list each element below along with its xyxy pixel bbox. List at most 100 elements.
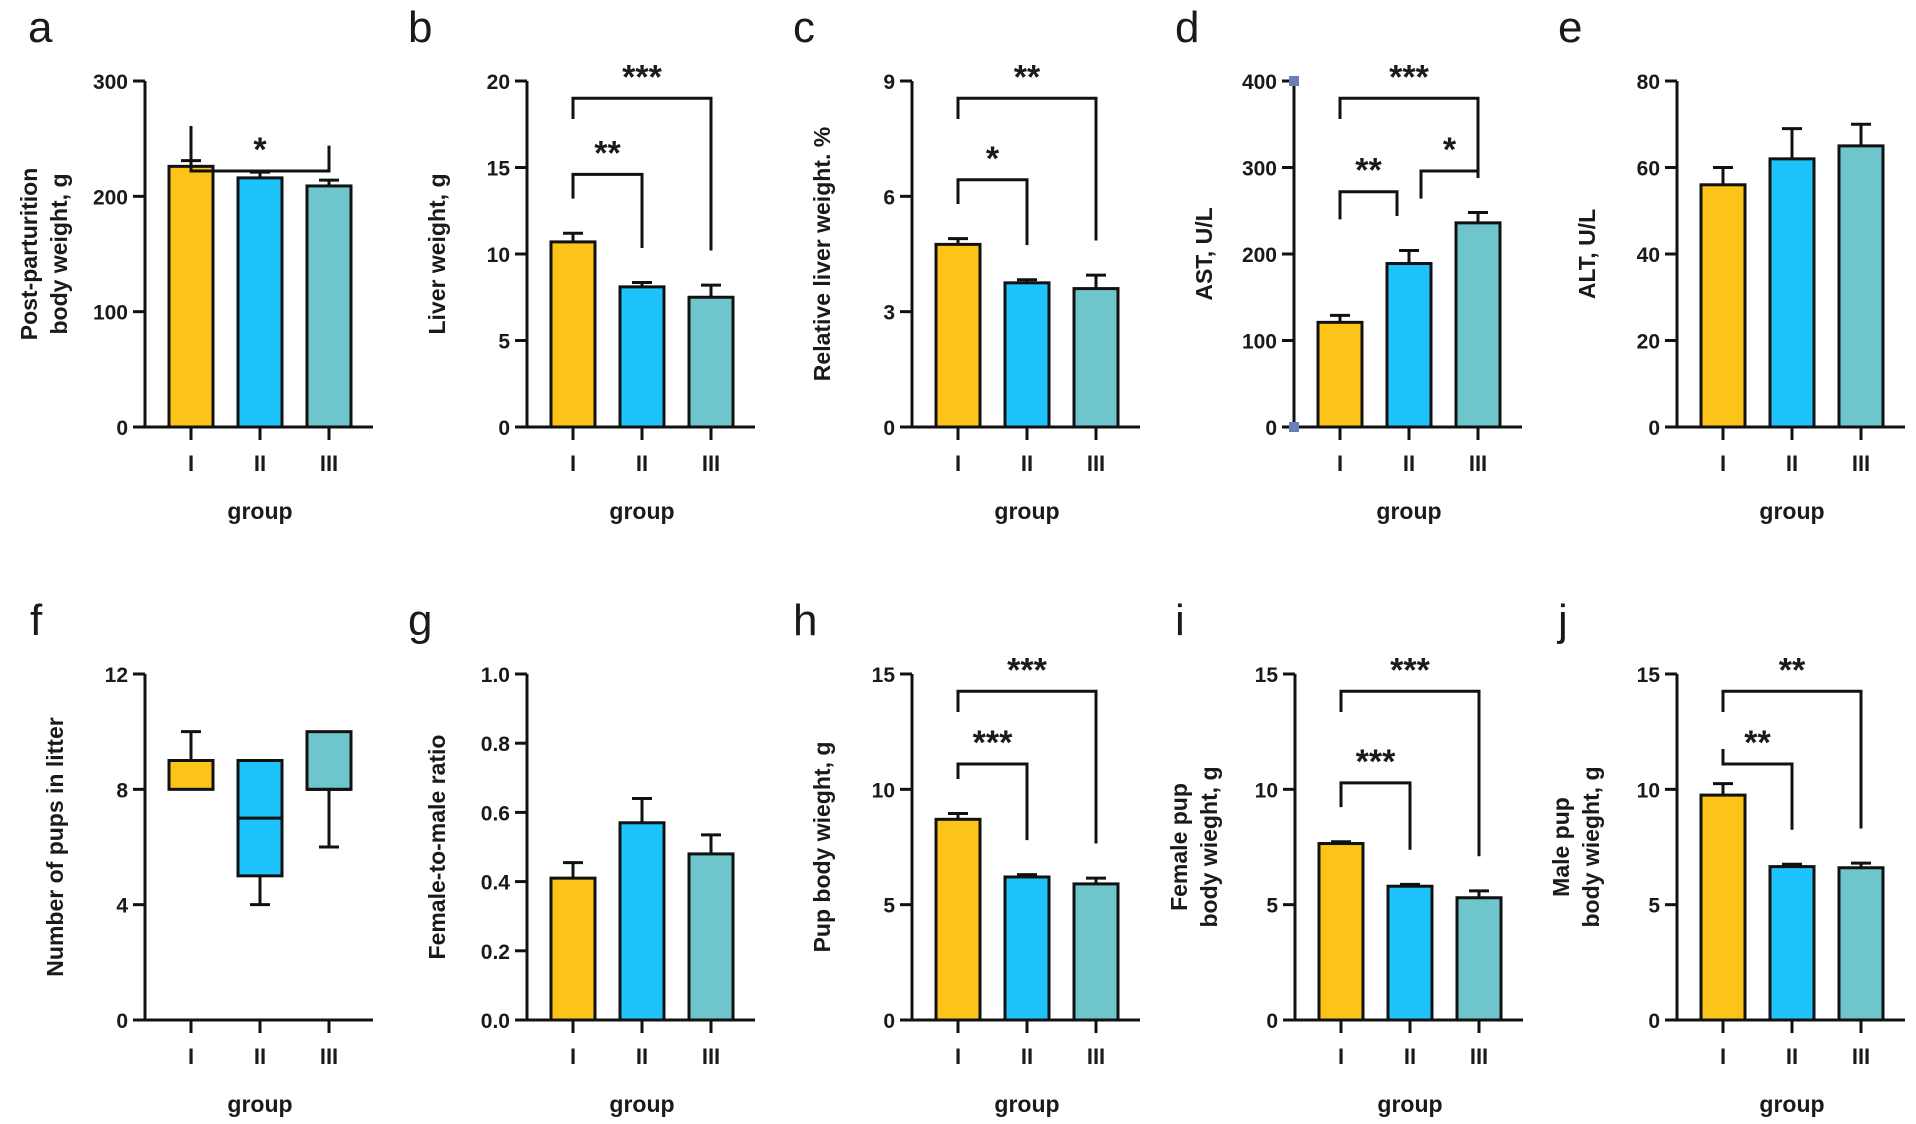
y-axis-title: ALT, U/L [1574, 209, 1600, 299]
bar-group-I [167, 164, 215, 429]
x-axis-title: group [1377, 1091, 1442, 1117]
bar-group-II [1385, 262, 1433, 429]
bar-group-II [1768, 865, 1816, 1022]
bar-group-I [1317, 842, 1365, 1022]
significance-label: *** [973, 724, 1013, 762]
y-tick-label: 1.0 [481, 664, 510, 687]
x-axis-title: group [1376, 498, 1441, 524]
y-tick-label: 200 [93, 186, 128, 209]
y-tick-label: 15 [1637, 664, 1661, 687]
panel-letter: g [408, 596, 432, 645]
y-axis-title: body wieght, g [1578, 767, 1604, 928]
y-axis-title: Pup body wieght, g [809, 742, 835, 953]
y-tick-label: 10 [872, 779, 895, 802]
x-axis-title: group [1759, 498, 1824, 524]
significance-bracket [1339, 689, 1481, 857]
y-tick-label: 0 [1265, 417, 1277, 440]
significance-label: *** [1007, 651, 1047, 689]
x-tick-label: III [1087, 1044, 1105, 1069]
y-tick-label: 300 [1242, 158, 1277, 181]
x-tick-label: III [1469, 451, 1487, 476]
y-tick-label: 0 [1648, 1010, 1660, 1033]
bar-group-II [1386, 884, 1434, 1022]
panel-letter: a [28, 3, 53, 52]
y-tick-label: 20 [1637, 331, 1660, 354]
bar-group-II [618, 285, 666, 429]
x-tick-label: I [1720, 451, 1726, 476]
y-tick-label: 15 [487, 158, 511, 181]
y-tick-label: 0 [116, 417, 128, 440]
significance-label: *** [1356, 743, 1396, 781]
significance-label: ** [1014, 58, 1041, 96]
y-tick-label: 100 [93, 302, 128, 325]
significance-label: * [253, 131, 267, 169]
x-tick-label: III [320, 451, 338, 476]
y-tick-label: 100 [1242, 331, 1277, 354]
y-tick-label: 10 [1255, 779, 1278, 802]
panel-letter: j [1556, 596, 1568, 645]
bar-group-III [1455, 896, 1503, 1022]
y-tick-label: 0 [1648, 417, 1660, 440]
axis-handle-marker [1289, 76, 1299, 86]
panel-letter: f [30, 596, 43, 645]
panel-letter: c [793, 3, 815, 52]
y-tick-label: 12 [105, 664, 128, 687]
significance-bracket [956, 178, 1029, 246]
bar-group-III [1837, 866, 1885, 1022]
significance-bracket [956, 762, 1029, 841]
bar-group-III [687, 295, 735, 429]
bar-group-III [687, 852, 735, 1022]
y-tick-label: 0.2 [481, 941, 510, 964]
y-tick-label: 0 [883, 417, 895, 440]
x-tick-label: III [702, 1044, 720, 1069]
bar-group-I [1316, 320, 1364, 429]
x-tick-label: I [1720, 1044, 1726, 1069]
y-tick-label: 400 [1242, 71, 1277, 94]
bar-group-I [1699, 793, 1747, 1022]
bar-group-I [934, 817, 982, 1022]
axis-handle-marker [1289, 422, 1299, 432]
bar-group-III [305, 184, 353, 429]
y-tick-label: 8 [116, 779, 128, 802]
bar-group-II [1003, 875, 1051, 1022]
y-axis-title: Liver weight, g [424, 173, 450, 334]
x-tick-label: II [636, 1044, 648, 1069]
y-tick-label: 0.6 [481, 802, 510, 825]
x-tick-label: II [1786, 1044, 1798, 1069]
y-axis-title: Relative liver weight. % [809, 127, 835, 381]
significance-bracket [1721, 748, 1794, 830]
x-axis-title: group [227, 498, 292, 524]
x-tick-label: II [254, 451, 266, 476]
x-tick-label: I [570, 451, 576, 476]
y-tick-label: 5 [883, 895, 895, 918]
x-tick-label: II [1404, 1044, 1416, 1069]
panel-letter: d [1175, 3, 1199, 52]
bar-group-III [1072, 882, 1120, 1022]
y-axis-title: Male pup [1548, 797, 1574, 897]
y-tick-label: 6 [883, 186, 895, 209]
y-tick-label: 10 [1637, 779, 1660, 802]
x-axis-title: group [1759, 1091, 1824, 1117]
y-tick-label: 0 [498, 417, 510, 440]
x-axis-title: group [994, 498, 1059, 524]
y-axis-title: AST, U/L [1191, 207, 1217, 300]
panel-letter: b [408, 3, 432, 52]
box-group-I [167, 759, 215, 791]
bar-group-III [1837, 144, 1885, 429]
x-tick-label: II [254, 1044, 266, 1069]
bar-group-II [618, 821, 666, 1022]
y-tick-label: 5 [1648, 895, 1660, 918]
significance-bracket [1419, 169, 1480, 199]
significance-bracket [1339, 781, 1412, 850]
y-tick-label: 15 [872, 664, 896, 687]
y-tick-label: 0 [1266, 1010, 1278, 1033]
x-tick-label: III [702, 451, 720, 476]
x-tick-label: III [1470, 1044, 1488, 1069]
